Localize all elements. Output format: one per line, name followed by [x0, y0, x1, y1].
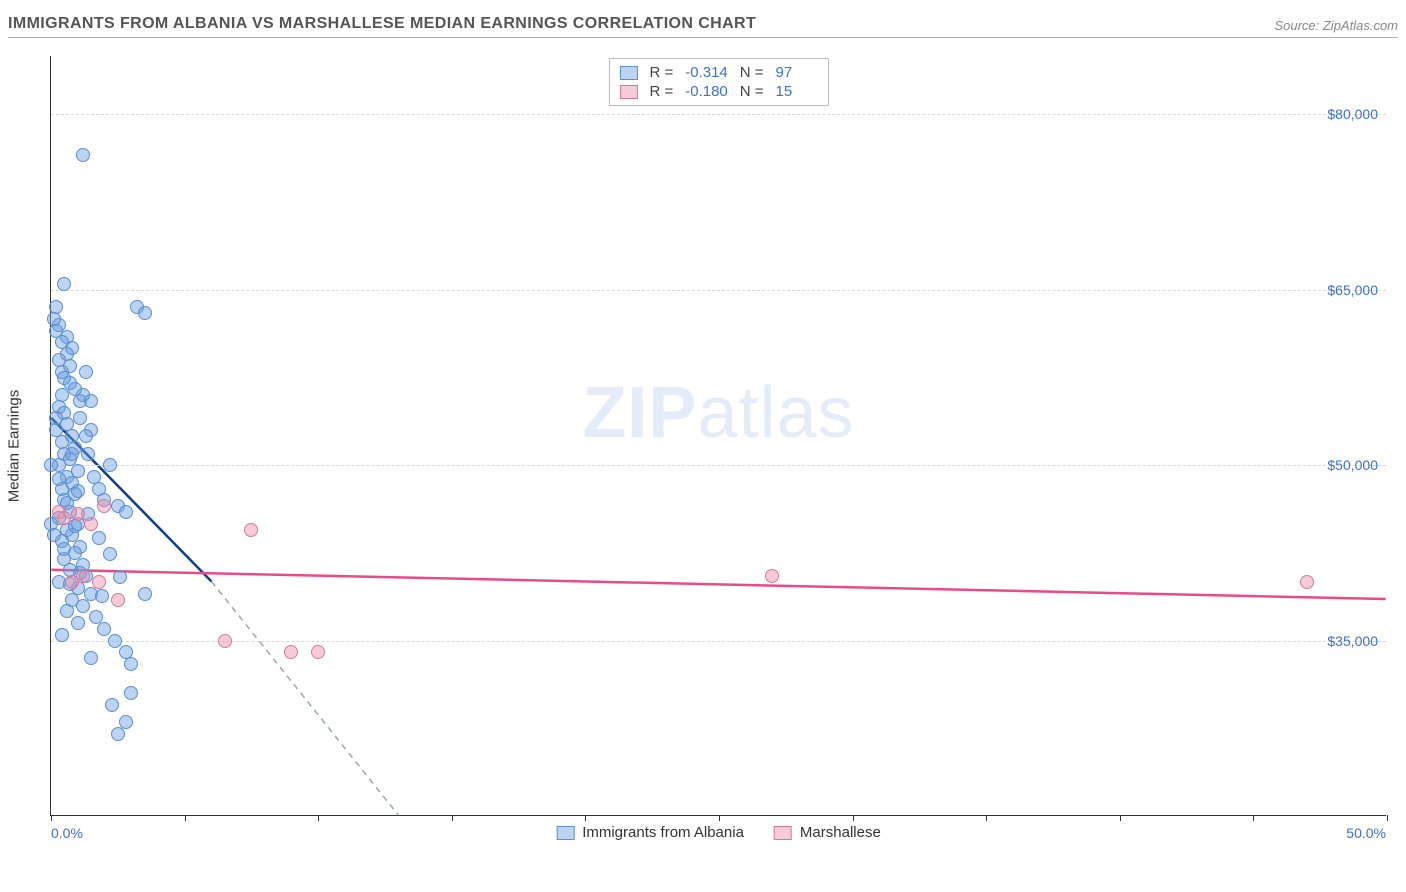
- bottom-legend: Immigrants from Albania Marshallese: [556, 824, 881, 841]
- trend-line-extension: [211, 581, 398, 815]
- ytick-label: $65,000: [1327, 282, 1378, 298]
- scatter-point: [76, 569, 90, 583]
- scatter-point: [52, 472, 66, 486]
- trend-line: [51, 570, 1385, 599]
- swatch-series-0: [619, 66, 637, 80]
- stats-row-series-0: R = -0.314 N = 97: [619, 63, 817, 82]
- stats-legend-box: R = -0.314 N = 97 R = -0.180 N = 15: [608, 58, 828, 106]
- header-bar: IMMIGRANTS FROM ALBANIA VS MARSHALLESE M…: [8, 8, 1398, 38]
- scatter-point: [97, 499, 111, 513]
- scatter-point: [47, 528, 61, 542]
- stats-r-label-1: R =: [649, 83, 673, 100]
- legend-label-1: Marshallese: [800, 824, 881, 841]
- legend-swatch-0: [556, 826, 574, 840]
- gridline-h: [51, 114, 1386, 115]
- stats-n-value-1: 15: [776, 83, 818, 100]
- scatter-point: [57, 542, 71, 556]
- scatter-point: [92, 531, 106, 545]
- xtick: [452, 815, 453, 821]
- scatter-point: [1300, 575, 1314, 589]
- legend-label-0: Immigrants from Albania: [582, 824, 744, 841]
- scatter-point: [97, 622, 111, 636]
- xtick: [1120, 815, 1121, 821]
- scatter-point: [60, 604, 74, 618]
- scatter-point: [79, 429, 93, 443]
- scatter-point: [79, 365, 93, 379]
- scatter-point: [49, 411, 63, 425]
- scatter-point: [111, 593, 125, 607]
- legend-swatch-1: [774, 826, 792, 840]
- legend-item-1: Marshallese: [774, 824, 881, 841]
- scatter-point: [84, 394, 98, 408]
- gridline-h: [51, 465, 1386, 466]
- scatter-point: [103, 458, 117, 472]
- stats-r-label-0: R =: [649, 64, 673, 81]
- scatter-point: [57, 511, 71, 525]
- swatch-series-1: [619, 85, 637, 99]
- xtick: [986, 815, 987, 821]
- scatter-point: [244, 523, 258, 537]
- gridline-h: [51, 641, 1386, 642]
- scatter-point: [218, 634, 232, 648]
- scatter-point: [138, 587, 152, 601]
- xlim-max-label: 50.0%: [1346, 825, 1386, 841]
- scatter-point: [84, 651, 98, 665]
- scatter-point: [55, 628, 69, 642]
- xtick: [585, 815, 586, 821]
- trend-lines-svg: [51, 56, 1386, 815]
- source-label: Source: ZipAtlas.com: [1274, 18, 1398, 33]
- scatter-point: [71, 616, 85, 630]
- xtick: [185, 815, 186, 821]
- scatter-point: [73, 411, 87, 425]
- scatter-point: [113, 570, 127, 584]
- scatter-point: [57, 371, 71, 385]
- scatter-point: [765, 569, 779, 583]
- scatter-point: [65, 447, 79, 461]
- scatter-point: [124, 686, 138, 700]
- ytick-label: $50,000: [1327, 457, 1378, 473]
- scatter-point: [92, 575, 106, 589]
- chart-title: IMMIGRANTS FROM ALBANIA VS MARSHALLESE M…: [8, 15, 756, 33]
- scatter-point: [103, 547, 117, 561]
- xtick: [51, 815, 52, 821]
- scatter-point: [124, 657, 138, 671]
- scatter-point: [111, 727, 125, 741]
- scatter-point: [55, 388, 69, 402]
- scatter-point: [81, 447, 95, 461]
- legend-item-0: Immigrants from Albania: [556, 824, 744, 841]
- xlim-min-label: 0.0%: [51, 825, 83, 841]
- scatter-point: [76, 148, 90, 162]
- scatter-point: [71, 484, 85, 498]
- xtick: [1387, 815, 1388, 821]
- xtick: [853, 815, 854, 821]
- scatter-point: [138, 306, 152, 320]
- xtick: [1253, 815, 1254, 821]
- stats-row-series-1: R = -0.180 N = 15: [619, 82, 817, 101]
- scatter-point: [44, 458, 58, 472]
- scatter-point: [71, 507, 85, 521]
- y-axis-label: Median Earnings: [6, 390, 23, 503]
- scatter-point: [95, 589, 109, 603]
- chart-plot-area: ZIPatlas R = -0.314 N = 97 R = -0.180 N …: [50, 56, 1386, 816]
- scatter-point: [119, 505, 133, 519]
- stats-n-label-1: N =: [740, 83, 764, 100]
- ytick-label: $35,000: [1327, 633, 1378, 649]
- scatter-point: [84, 517, 98, 531]
- scatter-point: [311, 645, 325, 659]
- scatter-point: [108, 634, 122, 648]
- xtick: [318, 815, 319, 821]
- scatter-point: [105, 698, 119, 712]
- stats-n-value-0: 97: [776, 64, 818, 81]
- stats-r-value-1: -0.180: [685, 83, 728, 100]
- stats-n-label-0: N =: [740, 64, 764, 81]
- gridline-h: [51, 290, 1386, 291]
- scatter-point: [76, 599, 90, 613]
- ytick-label: $80,000: [1327, 106, 1378, 122]
- stats-r-value-0: -0.314: [685, 64, 728, 81]
- scatter-point: [57, 277, 71, 291]
- xtick: [719, 815, 720, 821]
- scatter-point: [284, 645, 298, 659]
